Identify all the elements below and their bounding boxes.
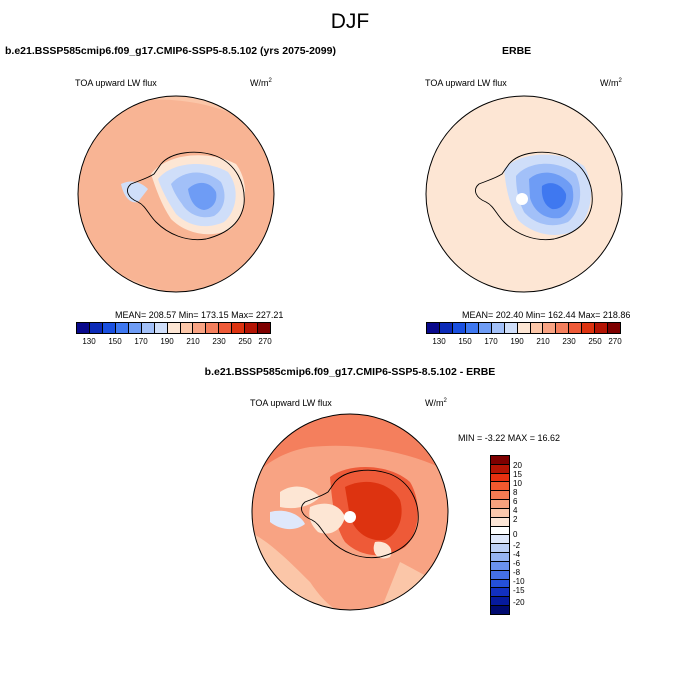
colorbar-tick: 0	[513, 530, 518, 539]
panel3-colorbar	[490, 455, 510, 615]
colorbar-swatch	[595, 323, 609, 333]
panel2-units: W/m2	[600, 78, 622, 88]
colorbar-swatch	[543, 323, 557, 333]
colorbar-swatch	[569, 323, 583, 333]
panel2-colorbar	[426, 322, 621, 334]
panel2-case-title: ERBE	[502, 45, 532, 57]
colorbar-swatch	[102, 323, 116, 333]
colorbar-swatch	[491, 570, 509, 580]
colorbar-tick: 170	[134, 337, 148, 346]
colorbar-swatch	[491, 553, 509, 562]
colorbar-tick: 10	[513, 479, 522, 488]
panel3-variable-label: TOA upward LW flux	[250, 398, 332, 408]
colorbar-swatch	[427, 323, 440, 333]
panel3-units: W/m2	[425, 398, 447, 408]
colorbar-swatch	[491, 464, 509, 474]
colorbar-tick: 210	[536, 337, 550, 346]
colorbar-tick: 190	[160, 337, 174, 346]
colorbar-tick: 270	[258, 337, 272, 346]
colorbar-swatch	[167, 323, 181, 333]
colorbar-swatch	[439, 323, 453, 333]
colorbar-tick: 4	[513, 506, 518, 515]
colorbar-swatch	[530, 323, 544, 333]
colorbar-tick: -6	[513, 559, 521, 568]
panel2-polar-map	[425, 95, 623, 293]
panel1-stats: MEAN= 208.57 Min= 173.15 Max= 227.21	[115, 310, 284, 320]
colorbar-tick: 270	[608, 337, 622, 346]
panel3-stats: MIN = -3.22 MAX = 16.62	[458, 433, 561, 443]
colorbar-swatch	[465, 323, 479, 333]
colorbar-swatch	[141, 323, 155, 333]
colorbar-swatch	[517, 323, 531, 333]
colorbar-swatch	[154, 323, 168, 333]
colorbar-swatch	[491, 535, 509, 545]
colorbar-tick: 170	[484, 337, 498, 346]
colorbar-swatch	[245, 323, 259, 333]
colorbar-swatch	[491, 597, 509, 607]
colorbar-tick: 250	[238, 337, 252, 346]
colorbar-tick: 15	[513, 470, 522, 479]
colorbar-tick: -8	[513, 568, 521, 577]
panel1-case-title: b.e21.BSSP585cmip6.f09_g17.CMIP6-SSP5-8.…	[5, 45, 336, 57]
colorbar-swatch	[491, 526, 509, 536]
colorbar-swatch	[478, 323, 492, 333]
colorbar-tick: 230	[212, 337, 226, 346]
colorbar-tick: 250	[588, 337, 602, 346]
colorbar-tick: 130	[82, 337, 96, 346]
colorbar-tick: 8	[513, 488, 518, 497]
colorbar-tick: -4	[513, 550, 521, 559]
panel1-colorbar	[76, 322, 271, 334]
colorbar-swatch	[193, 323, 207, 333]
colorbar-swatch	[556, 323, 570, 333]
colorbar-swatch	[491, 482, 509, 492]
colorbar-tick: -15	[513, 586, 525, 595]
colorbar-swatch	[180, 323, 194, 333]
colorbar-swatch	[491, 323, 505, 333]
colorbar-swatch	[491, 473, 509, 483]
colorbar-swatch	[258, 323, 271, 333]
colorbar-tick: 150	[108, 337, 122, 346]
colorbar-swatch	[206, 323, 220, 333]
panel3-polar-map	[251, 413, 449, 611]
panel2-stats: MEAN= 202.40 Min= 162.44 Max= 218.86	[462, 310, 631, 320]
colorbar-tick: 190	[510, 337, 524, 346]
colorbar-tick: 130	[432, 337, 446, 346]
colorbar-swatch	[582, 323, 596, 333]
panel2-variable-label: TOA upward LW flux	[425, 78, 507, 88]
colorbar-swatch	[77, 323, 90, 333]
figure-title: DJF	[330, 10, 370, 33]
colorbar-swatch	[491, 579, 509, 589]
colorbar-tick: 210	[186, 337, 200, 346]
colorbar-swatch	[504, 323, 518, 333]
colorbar-swatch	[452, 323, 466, 333]
colorbar-tick: 150	[458, 337, 472, 346]
colorbar-swatch	[491, 544, 509, 554]
colorbar-swatch	[491, 491, 509, 501]
colorbar-swatch	[89, 323, 103, 333]
colorbar-tick: -10	[513, 577, 525, 586]
colorbar-swatch	[232, 323, 246, 333]
colorbar-tick: 230	[562, 337, 576, 346]
colorbar-swatch	[491, 517, 509, 527]
colorbar-swatch	[491, 500, 509, 509]
colorbar-swatch	[128, 323, 142, 333]
colorbar-tick: -2	[513, 541, 521, 550]
colorbar-swatch	[491, 456, 509, 465]
panel1-variable-label: TOA upward LW flux	[75, 78, 157, 88]
panel3-case-title: b.e21.BSSP585cmip6.f09_g17.CMIP6-SSP5-8.…	[204, 366, 496, 378]
colorbar-swatch	[491, 561, 509, 571]
panel1-polar-map	[77, 95, 275, 293]
colorbar-swatch	[491, 606, 509, 614]
colorbar-swatch	[491, 508, 509, 518]
colorbar-tick: 6	[513, 497, 518, 506]
colorbar-tick: 2	[513, 515, 518, 524]
colorbar-tick: -20	[513, 598, 525, 607]
panel1-units: W/m2	[250, 78, 272, 88]
colorbar-swatch	[608, 323, 621, 333]
colorbar-tick: 20	[513, 461, 522, 470]
colorbar-swatch	[115, 323, 129, 333]
colorbar-swatch	[219, 323, 233, 333]
colorbar-swatch	[491, 588, 509, 598]
